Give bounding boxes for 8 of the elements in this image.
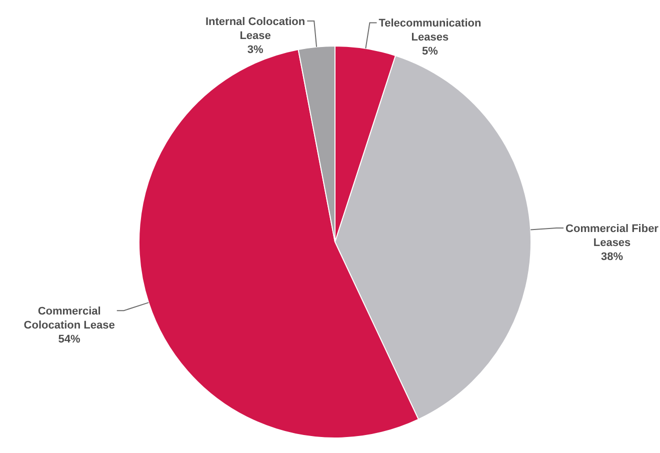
data-label: 5% (422, 46, 438, 58)
data-label: 38% (601, 251, 624, 264)
data-label: 3% (247, 44, 264, 56)
slice-label: Telecommunication Leases (378, 18, 482, 44)
slice-label: Internal Colocation Lease (205, 16, 306, 42)
data-label: 54% (58, 334, 81, 346)
slice-label: Commercial Colocation Lease (24, 306, 115, 332)
slice-label: Commercial Fiber Leases (566, 223, 660, 250)
